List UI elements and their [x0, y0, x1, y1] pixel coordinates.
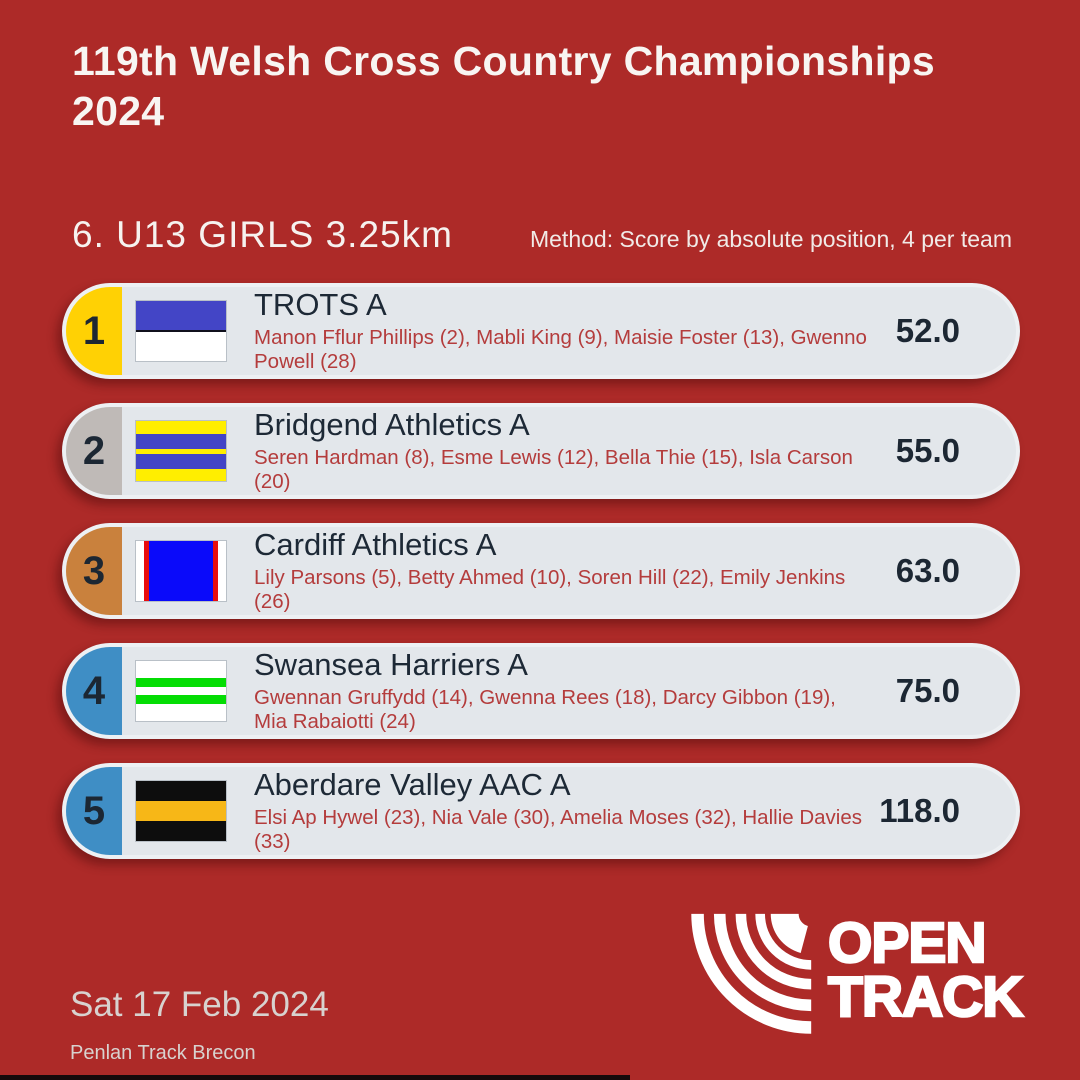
- flag-stripe: [136, 541, 145, 601]
- flag-stripe: [136, 694, 226, 704]
- flag-stripe: [217, 541, 226, 601]
- team-result-row: 1 TROTS A Manon Fflur Phillips (2), Mabli …: [62, 283, 1020, 379]
- rank-badge: 2: [66, 407, 122, 495]
- opentrack-track-arcs-icon: [691, 913, 812, 1034]
- flag-stripe: [136, 468, 226, 481]
- team-flag: [135, 420, 227, 482]
- team-result-row: 4 Swansea Harriers A Gwennan Gruffydd (14)…: [62, 643, 1020, 739]
- team-result-row: 5 Aberdare Valley AAC A Elsi Ap Hywel (23)…: [62, 763, 1020, 859]
- team-score: 118.0: [879, 792, 960, 829]
- team-score: 52.0: [895, 312, 960, 349]
- team-info: TROTS A Manon Fflur Phillips (2), Mabli K…: [254, 286, 888, 374]
- team-score: 63.0: [895, 552, 960, 589]
- team-flag: [135, 300, 227, 362]
- team-flag: [135, 660, 227, 722]
- rank-badge: 1: [66, 287, 122, 375]
- flag-stripe: [136, 421, 226, 435]
- event-venue: Penlan Track Brecon: [70, 1042, 256, 1064]
- flag-stripe: [136, 686, 226, 695]
- team-info: Bridgend Athletics A Seren Hardman (8), E…: [254, 406, 888, 494]
- team-flag: [135, 540, 227, 602]
- team-info: Aberdare Valley AAC A Elsi Ap Hywel (23),…: [254, 766, 871, 854]
- event-header: 6. U13 GIRLS 3.25km Method: Score by abs…: [72, 214, 1012, 256]
- event-heading: 6. U13 GIRLS 3.25km: [72, 214, 453, 255]
- team-info: Swansea Harriers A Gwennan Gruffydd (14),…: [254, 646, 888, 734]
- athletes-list: Manon Fflur Phillips (2), Mabli King (9)…: [254, 325, 867, 374]
- team-name: Bridgend Athletics A: [254, 406, 530, 442]
- flag-stripe: [136, 449, 226, 454]
- team-name: Aberdare Valley AAC A: [254, 766, 571, 802]
- flag-stripe: [136, 329, 226, 332]
- team-name: TROTS A: [254, 286, 387, 322]
- opentrack-wordmark-line1: OPEN: [827, 911, 988, 975]
- flag-stripe: [136, 434, 226, 450]
- flag-stripe: [136, 301, 226, 330]
- rank-badge: 5: [66, 767, 122, 855]
- rank-badge: 3: [66, 527, 122, 615]
- athletes-list: Seren Hardman (8), Esme Lewis (12), Bell…: [254, 445, 853, 494]
- rank-badge: 4: [66, 647, 122, 735]
- team-info: Cardiff Athletics A Lily Parsons (5), Bet…: [254, 526, 888, 614]
- event-date: Sat 17 Feb 2024: [70, 985, 329, 1024]
- athletes-list: Elsi Ap Hywel (23), Nia Vale (30), Ameli…: [254, 805, 863, 854]
- flag-stripe: [136, 661, 226, 678]
- team-score: 75.0: [895, 672, 960, 709]
- flag-stripe: [213, 541, 218, 601]
- opentrack-logo: OPEN TRACK: [686, 910, 1025, 1040]
- page-title: 119th Welsh Cross Country Championships …: [72, 38, 935, 135]
- team-score: 55.0: [895, 432, 960, 469]
- athletes-list: Lily Parsons (5), Betty Ahmed (10), Sore…: [254, 565, 846, 614]
- flag-stripe: [136, 801, 226, 821]
- results-list: 1 TROTS A Manon Fflur Phillips (2), Mabli …: [62, 283, 1020, 859]
- team-name: Cardiff Athletics A: [254, 526, 497, 562]
- team-result-row: 3 Cardiff Athletics A Lily Parsons (5), Be…: [62, 523, 1020, 619]
- flag-stripe: [136, 703, 226, 721]
- opentrack-wordmark: OPEN TRACK: [827, 911, 1025, 1030]
- athletes-list: Gwennan Gruffydd (14), Gwenna Rees (18),…: [254, 685, 836, 734]
- flag-stripe: [136, 331, 226, 361]
- flag-stripe: [148, 541, 214, 601]
- bottom-accent-bar: [0, 1075, 630, 1080]
- flag-stripe: [144, 541, 149, 601]
- flag-stripe: [136, 781, 226, 802]
- flag-stripe: [136, 820, 226, 841]
- team-flag: [135, 780, 227, 842]
- scoring-method-label: Method: Score by absolute position, 4 pe…: [529, 226, 1012, 252]
- opentrack-wordmark-line2: TRACK: [827, 965, 1025, 1030]
- flag-stripe: [136, 677, 226, 687]
- team-result-row: 2 Bridgend Athletics A Seren Hardman (8), …: [62, 403, 1020, 499]
- team-name: Swansea Harriers A: [254, 646, 528, 682]
- flag-stripe: [136, 453, 226, 469]
